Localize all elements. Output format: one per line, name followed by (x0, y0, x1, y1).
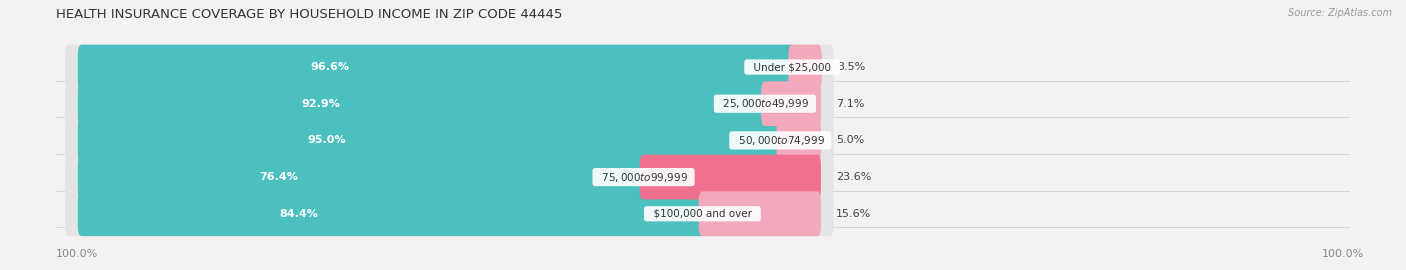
FancyBboxPatch shape (65, 81, 834, 126)
Text: 84.4%: 84.4% (280, 209, 318, 219)
FancyBboxPatch shape (77, 45, 796, 89)
Text: 76.4%: 76.4% (259, 172, 298, 182)
Text: 5.0%: 5.0% (837, 135, 865, 146)
FancyBboxPatch shape (77, 155, 647, 200)
Text: 100.0%: 100.0% (56, 249, 98, 259)
Text: Under $25,000: Under $25,000 (747, 62, 838, 72)
Text: 15.6%: 15.6% (837, 209, 872, 219)
Text: 95.0%: 95.0% (307, 135, 346, 146)
FancyBboxPatch shape (77, 118, 785, 163)
FancyBboxPatch shape (640, 155, 821, 200)
FancyBboxPatch shape (789, 45, 821, 89)
Text: HEALTH INSURANCE COVERAGE BY HOUSEHOLD INCOME IN ZIP CODE 44445: HEALTH INSURANCE COVERAGE BY HOUSEHOLD I… (56, 8, 562, 21)
FancyBboxPatch shape (65, 118, 834, 163)
FancyBboxPatch shape (65, 155, 834, 200)
FancyBboxPatch shape (65, 45, 834, 89)
Text: 96.6%: 96.6% (311, 62, 350, 72)
Text: 3.5%: 3.5% (837, 62, 865, 72)
Text: $50,000 to $74,999: $50,000 to $74,999 (733, 134, 828, 147)
Text: $75,000 to $99,999: $75,000 to $99,999 (595, 171, 692, 184)
FancyBboxPatch shape (776, 118, 821, 163)
FancyBboxPatch shape (761, 81, 821, 126)
Text: 92.9%: 92.9% (301, 99, 340, 109)
FancyBboxPatch shape (77, 81, 769, 126)
FancyBboxPatch shape (65, 191, 834, 236)
Text: 7.1%: 7.1% (837, 99, 865, 109)
Text: $25,000 to $49,999: $25,000 to $49,999 (717, 97, 814, 110)
FancyBboxPatch shape (699, 191, 821, 236)
Text: $100,000 and over: $100,000 and over (647, 209, 758, 219)
FancyBboxPatch shape (77, 191, 706, 236)
Text: Source: ZipAtlas.com: Source: ZipAtlas.com (1288, 8, 1392, 18)
Text: 100.0%: 100.0% (1322, 249, 1364, 259)
Text: 23.6%: 23.6% (837, 172, 872, 182)
